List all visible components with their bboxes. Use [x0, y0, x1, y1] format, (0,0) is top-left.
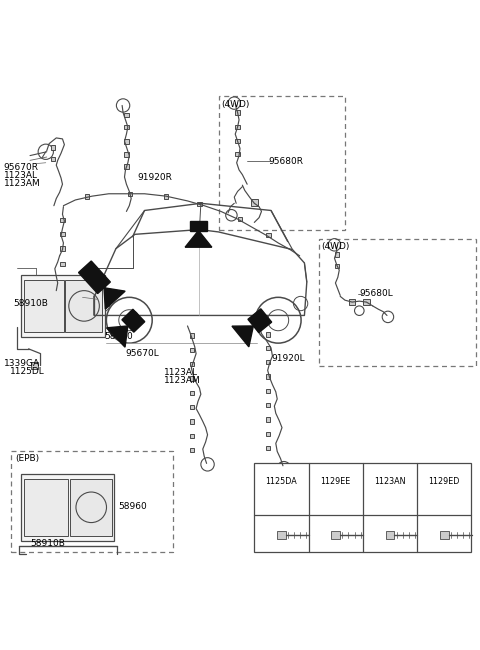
Text: 95680R: 95680R	[269, 157, 304, 166]
Polygon shape	[122, 309, 145, 332]
Bar	[349, 299, 355, 305]
Bar	[236, 125, 240, 129]
Bar	[124, 112, 129, 118]
Text: 91920L: 91920L	[271, 354, 305, 363]
Bar	[190, 434, 194, 438]
Bar	[319, 239, 476, 365]
Text: 91920R: 91920R	[137, 172, 172, 181]
Bar	[128, 192, 132, 196]
Text: 1123AN: 1123AN	[374, 478, 406, 486]
Bar	[236, 111, 240, 115]
Text: 95680L: 95680L	[360, 289, 393, 298]
Bar	[50, 145, 55, 150]
Bar	[85, 194, 89, 199]
Bar	[65, 280, 102, 332]
Polygon shape	[248, 309, 272, 333]
Bar	[190, 362, 194, 367]
Bar	[265, 417, 270, 422]
Bar	[50, 157, 55, 161]
Text: 58910B: 58910B	[30, 539, 65, 547]
Bar	[190, 376, 194, 381]
Bar	[335, 264, 339, 268]
Text: 1125DL: 1125DL	[10, 367, 45, 376]
Text: 58910B: 58910B	[13, 299, 48, 308]
Text: 1123AM: 1123AM	[4, 179, 40, 188]
Bar	[265, 332, 270, 337]
Bar	[265, 389, 270, 393]
Text: 1129EE: 1129EE	[321, 478, 351, 486]
Bar	[24, 280, 64, 332]
Bar	[254, 463, 471, 552]
Text: (4WD): (4WD)	[321, 242, 349, 251]
Bar	[190, 333, 194, 337]
Text: 95670L: 95670L	[125, 349, 159, 358]
Bar	[238, 217, 242, 221]
Bar	[31, 362, 38, 369]
Bar	[277, 530, 286, 540]
Bar	[236, 139, 240, 144]
Bar	[265, 360, 270, 365]
Text: 58960: 58960	[118, 502, 147, 511]
Text: 1123AL: 1123AL	[164, 368, 198, 377]
Bar	[190, 405, 194, 410]
Bar	[11, 452, 173, 552]
Bar	[124, 151, 129, 157]
Bar	[440, 530, 449, 540]
Bar	[70, 478, 112, 536]
Text: 1123AM: 1123AM	[164, 376, 200, 385]
Bar	[197, 202, 202, 206]
Bar	[265, 374, 270, 379]
Bar	[60, 262, 65, 266]
Bar	[22, 275, 105, 337]
Text: 1125DA: 1125DA	[265, 478, 297, 486]
Text: 95670R: 95670R	[4, 163, 39, 172]
Bar	[124, 125, 129, 129]
Polygon shape	[232, 326, 253, 347]
Text: 1123AL: 1123AL	[4, 171, 38, 180]
Bar	[22, 474, 115, 541]
Bar	[265, 432, 270, 436]
Text: 1129ED: 1129ED	[429, 478, 460, 486]
Bar	[190, 391, 194, 395]
Text: 58960: 58960	[104, 332, 133, 341]
Bar	[386, 530, 395, 540]
Polygon shape	[185, 231, 212, 247]
Bar	[218, 96, 345, 229]
Bar	[265, 446, 270, 450]
Polygon shape	[79, 261, 110, 294]
Bar	[190, 348, 194, 352]
Bar	[363, 299, 370, 305]
Bar	[164, 194, 168, 199]
Bar	[124, 139, 129, 144]
Text: (EPB): (EPB)	[16, 454, 40, 463]
Polygon shape	[107, 326, 128, 347]
Bar	[332, 530, 340, 540]
Text: 1339GA: 1339GA	[4, 359, 40, 368]
Bar	[335, 252, 339, 257]
Bar	[265, 346, 270, 350]
Bar	[60, 232, 65, 237]
Bar	[60, 246, 65, 251]
Bar	[60, 218, 65, 222]
Bar	[24, 478, 69, 536]
Bar	[124, 164, 129, 169]
Bar	[266, 233, 271, 237]
Bar	[190, 448, 194, 452]
Bar	[190, 419, 194, 424]
Bar	[251, 200, 258, 206]
Text: (4WD): (4WD)	[221, 99, 249, 109]
Polygon shape	[190, 221, 207, 231]
Bar	[265, 403, 270, 408]
Bar	[236, 152, 240, 156]
Polygon shape	[104, 288, 125, 309]
